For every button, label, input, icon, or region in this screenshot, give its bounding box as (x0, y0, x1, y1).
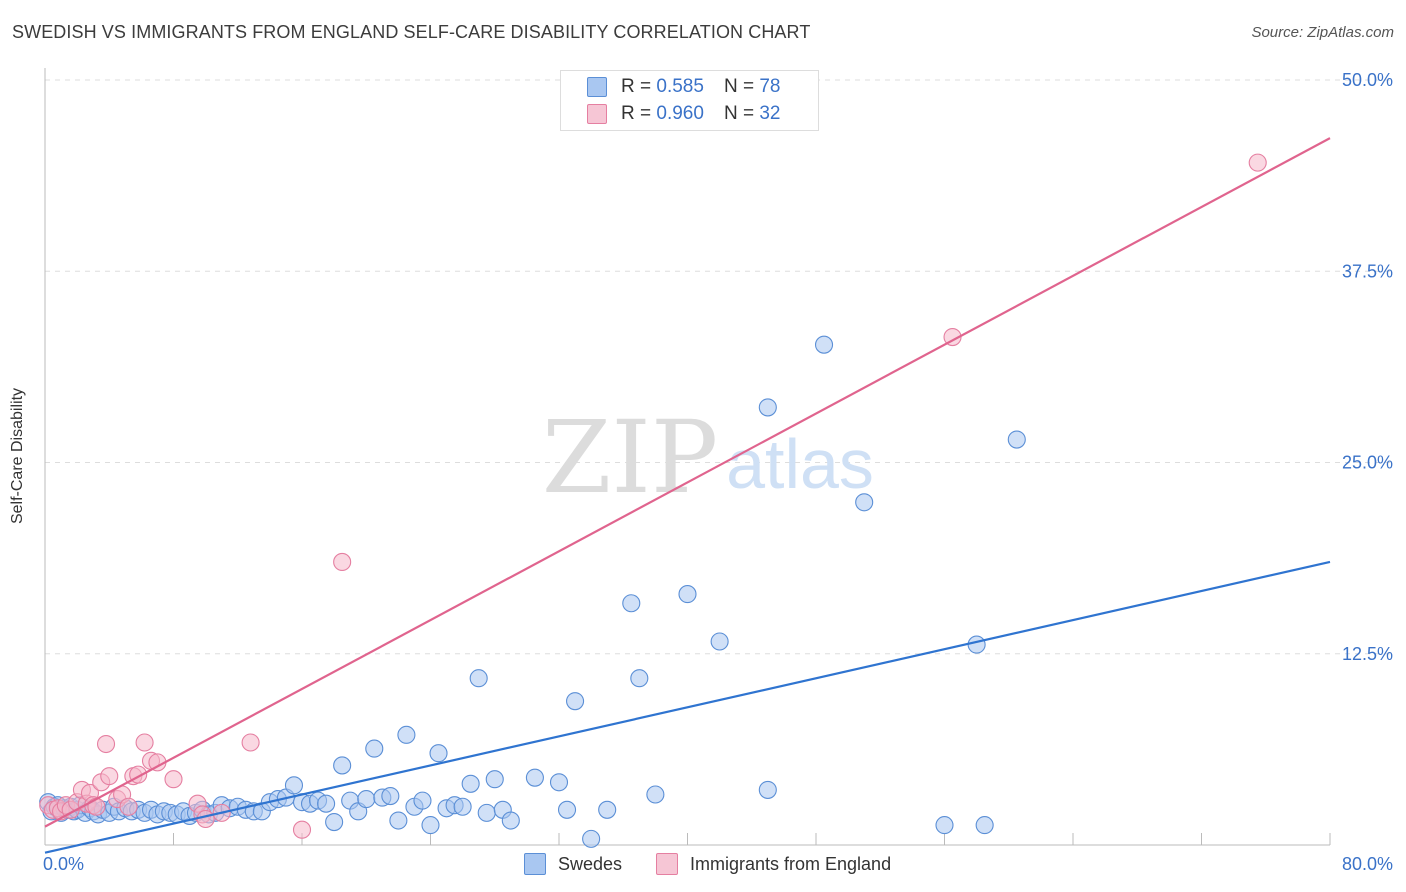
legend-row-england: R = 0.960 N = 32 (587, 103, 780, 125)
stats-legend: R = 0.585 N = 78 R = 0.960 N = 32 (560, 70, 819, 131)
bottom-legend-swedes[interactable]: Swedes (524, 852, 622, 876)
x-tick-label-max: 80.0% (1342, 854, 1393, 874)
swedes-point-55 (381, 786, 400, 806)
swedes-point-66 (469, 669, 488, 688)
legend-r-label: R = (621, 76, 652, 97)
swedes-point-70 (501, 811, 520, 830)
legend-r-label: R = (621, 103, 652, 124)
swedes-point-59 (413, 791, 432, 810)
swedes-point-76 (598, 800, 617, 819)
swedes-point-68 (485, 770, 504, 789)
swedes-point-60 (421, 816, 440, 835)
swedes-point-56 (389, 811, 408, 830)
swedes-point-71 (525, 768, 544, 787)
swedes-point-86 (935, 816, 954, 835)
series-england-points (39, 153, 1267, 839)
tick-labels: 12.5% 25.0% 37.5% 50.0% 0.0% 80.0% (43, 70, 1393, 874)
swedes-point-82 (758, 398, 777, 417)
swedes-point-47 (317, 794, 336, 813)
chart-title: SWEDISH VS IMMIGRANTS FROM ENGLAND SELF-… (12, 22, 811, 42)
england-point-20 (135, 733, 154, 752)
swedes-point-85 (855, 493, 874, 512)
swedes-point-73 (557, 800, 577, 819)
legend-n-label: N = (723, 103, 755, 124)
legend-r-value: 0.960 (656, 103, 704, 124)
england-point-13 (96, 734, 116, 754)
swedes-point-65 (461, 774, 480, 793)
swedes-point-77 (622, 594, 641, 613)
bottom-legend-england-label: Immigrants from England (690, 853, 892, 874)
swedes-point-72 (549, 773, 569, 792)
trend-line-swedes (44, 560, 1331, 854)
y-tick-label-2: 37.5% (1342, 261, 1393, 281)
swedes-point-75 (582, 829, 601, 848)
legend-n-label: N = (723, 76, 755, 97)
y-tick-label-0: 12.5% (1342, 644, 1393, 664)
swedes-swatch (524, 853, 546, 875)
series-swedes-points (39, 335, 1026, 848)
trend-line-england (44, 137, 1331, 828)
swedes-point-80 (678, 585, 697, 604)
swedes-swatch (587, 77, 607, 97)
legend-row-swedes: R = 0.585 N = 78 (587, 76, 780, 98)
legend-n-value: 32 (759, 103, 781, 124)
swedes-point-74 (566, 692, 585, 711)
swedes-point-84 (814, 335, 834, 354)
grid-lines (45, 79, 1392, 655)
england-point-17 (119, 797, 138, 816)
source-label: Source: ZipAtlas.com (1251, 24, 1394, 41)
bottom-legend-swedes-label: Swedes (558, 853, 623, 874)
swedes-point-79 (646, 785, 665, 804)
england-point-11 (87, 797, 106, 816)
england-point-26 (196, 809, 215, 829)
england-point-30 (333, 552, 352, 572)
swedes-point-89 (1007, 430, 1026, 449)
swedes-point-61 (429, 744, 448, 763)
england-point-32 (1248, 153, 1267, 172)
swedes-point-52 (357, 790, 376, 809)
swedes-point-78 (630, 669, 649, 688)
bottom-legend-england[interactable]: Immigrants from England (656, 852, 891, 876)
england-point-23 (164, 770, 183, 789)
swedes-point-83 (758, 780, 777, 799)
england-swatch (587, 104, 607, 124)
legend-n-value: 78 (759, 76, 781, 97)
swedes-point-67 (477, 803, 496, 822)
swedes-point-87 (967, 635, 986, 654)
swedes-point-43 (284, 776, 304, 795)
england-point-14 (100, 767, 119, 786)
swedes-point-53 (365, 739, 384, 758)
y-tick-label-1: 25.0% (1342, 453, 1393, 473)
trend-lines (44, 137, 1331, 854)
swedes-point-48 (325, 812, 344, 832)
england-point-28 (241, 733, 260, 752)
england-point-29 (292, 820, 312, 839)
x-tick-label-min: 0.0% (43, 854, 84, 874)
watermark-atlas: atlas (726, 425, 874, 503)
y-tick-label-3: 50.0% (1342, 70, 1393, 90)
swedes-point-57 (397, 725, 416, 744)
swedes-point-64 (453, 797, 472, 816)
england-swatch (656, 853, 678, 875)
legend-r-value: 0.585 (656, 76, 704, 97)
swedes-point-88 (975, 816, 994, 835)
watermark: ZIP atlas (542, 399, 874, 516)
watermark-zip: ZIP (542, 399, 718, 516)
swedes-point-49 (333, 756, 352, 775)
axes (44, 68, 1331, 846)
swedes-point-81 (710, 632, 729, 651)
